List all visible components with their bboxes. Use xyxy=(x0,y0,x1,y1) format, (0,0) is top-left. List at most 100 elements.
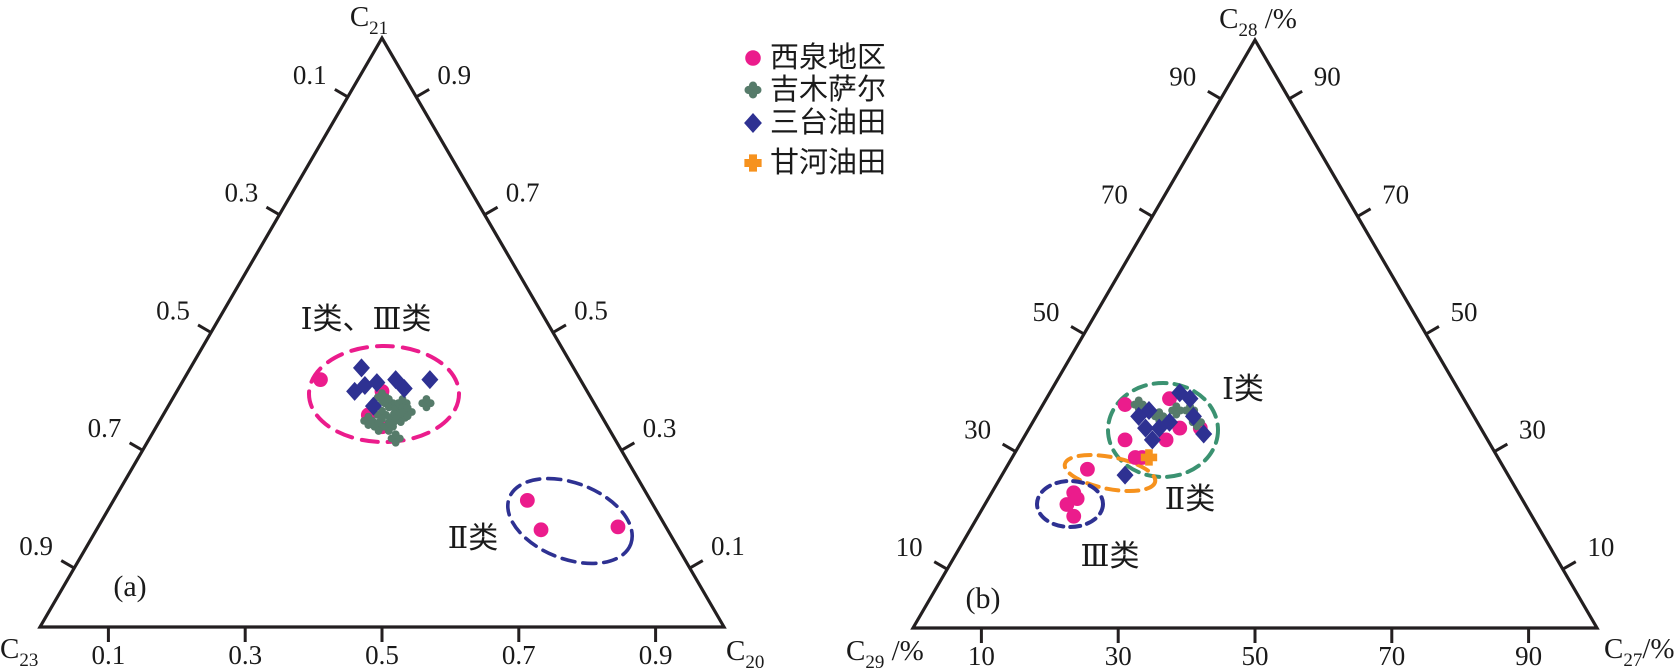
tick-label: 0.5 xyxy=(365,640,399,670)
tick-label: 0.3 xyxy=(224,178,258,208)
tick-label: 90 xyxy=(1314,62,1341,92)
marker-diamond xyxy=(352,358,370,378)
tick-mark xyxy=(552,323,567,334)
vertex-label: C20 xyxy=(726,635,764,671)
marker-circle xyxy=(1080,461,1095,477)
marker-diamond xyxy=(1195,424,1213,444)
group-label: Ⅱ类 xyxy=(1165,483,1215,516)
marker-plus xyxy=(1140,449,1158,466)
marker-diamond xyxy=(1143,430,1161,450)
tick-label: 0.9 xyxy=(19,531,53,561)
tick-label: 70 xyxy=(1382,179,1409,209)
tick-label: 0.9 xyxy=(437,60,471,90)
marker-clover xyxy=(1168,402,1185,419)
marker-clover xyxy=(399,403,416,421)
group-ellipse xyxy=(1035,479,1105,529)
marker-circle xyxy=(519,492,535,508)
tick-mark xyxy=(1288,89,1303,101)
tick-label: 10 xyxy=(968,641,995,671)
group-label: Ⅱ类 xyxy=(448,522,498,555)
tick-mark xyxy=(1070,325,1085,336)
marker-clover xyxy=(373,389,391,406)
tick-mark xyxy=(620,441,636,452)
group-ellipse xyxy=(1106,381,1220,479)
marker-circle xyxy=(1117,432,1133,448)
tick-label: 0.3 xyxy=(643,413,677,443)
tick-label: 0.1 xyxy=(92,640,126,670)
marker-diamond xyxy=(1161,412,1178,432)
tick-mark xyxy=(1425,325,1440,336)
marker-diamond xyxy=(368,373,386,393)
marker-diamond xyxy=(1130,406,1148,426)
tick-label: 90 xyxy=(1169,62,1196,92)
tick-label: 50 xyxy=(1451,297,1478,327)
tick-mark xyxy=(415,88,430,99)
panel-label: (a) xyxy=(113,570,146,603)
marker-clover xyxy=(380,395,397,412)
tick-label: 30 xyxy=(964,414,991,444)
marker-diamond xyxy=(421,370,439,390)
vertex-label: C28 /% xyxy=(1219,3,1297,41)
marker-clover xyxy=(380,418,397,435)
ternary-panel: 90 70 50 30 10 90 70 50 30 10 10 30 50 70 90 C28 /% C29 … xyxy=(846,3,1675,671)
vertex-label: C29 /% xyxy=(846,635,924,671)
tick-mark xyxy=(1138,207,1154,218)
tick-label: 0.7 xyxy=(88,413,122,443)
tick-mark xyxy=(1562,560,1577,571)
marker-clover xyxy=(360,412,377,429)
ternary-panel: 0.1 0.3 0.5 0.7 0.9 0.9 0.7 0.5 0.3 0.1 0.1 0.3 0.5 0… xyxy=(0,1,764,671)
tick-mark xyxy=(1207,89,1222,101)
triangle-outline xyxy=(910,36,1600,630)
marker-clover xyxy=(418,395,435,412)
group-label: Ⅰ类 xyxy=(1222,373,1264,406)
marker-diamond xyxy=(364,396,382,416)
marker-circle xyxy=(1158,432,1174,448)
vertex-label: C27/% xyxy=(1604,633,1675,671)
tick-mark xyxy=(689,559,704,570)
tick-mark xyxy=(265,205,281,216)
tick-mark xyxy=(933,560,948,571)
tick-mark xyxy=(197,323,212,334)
tick-label: 0.3 xyxy=(228,640,262,670)
tick-label: 0.1 xyxy=(293,60,327,90)
tick-mark xyxy=(483,205,499,216)
marker-clover xyxy=(387,430,404,447)
tick-label: 30 xyxy=(1519,414,1546,444)
tick-label: 30 xyxy=(1105,641,1132,671)
tick-label: 10 xyxy=(1587,532,1614,562)
tick-label: 70 xyxy=(1378,641,1405,671)
marker-circle xyxy=(1162,391,1177,407)
group-ellipse xyxy=(506,476,634,566)
marker-circle xyxy=(533,522,549,538)
vertex-label: C21 xyxy=(350,1,388,39)
marker-diamond xyxy=(1137,418,1155,438)
marker-circle xyxy=(1117,397,1133,412)
marker-diamond xyxy=(1181,389,1199,409)
marker-circle xyxy=(1172,420,1188,436)
marker-circle xyxy=(313,372,328,388)
marker-diamond xyxy=(1184,406,1202,426)
tick-mark xyxy=(128,441,144,452)
panel-label: (b) xyxy=(966,582,1001,615)
marker-circle xyxy=(1059,497,1075,512)
tick-mark xyxy=(1001,442,1017,453)
marker-diamond xyxy=(1116,465,1134,485)
vertex-label: C23 xyxy=(0,633,38,671)
tick-label: 0.1 xyxy=(711,531,745,561)
tick-label: 0.9 xyxy=(639,640,673,670)
marker-circle xyxy=(610,519,626,535)
marker-clover xyxy=(370,418,387,435)
tick-label: 50 xyxy=(1242,641,1269,671)
group-label: Ⅰ类、Ⅲ类 xyxy=(301,303,432,336)
tick-label: 0.7 xyxy=(502,640,536,670)
marker-diamond xyxy=(395,378,413,398)
tick-label: 90 xyxy=(1515,641,1542,671)
group-ellipse xyxy=(1062,453,1158,493)
group-ellipse xyxy=(307,344,461,444)
tick-label: 10 xyxy=(896,532,923,562)
marker-circle xyxy=(1066,508,1082,524)
tick-mark xyxy=(1356,207,1372,218)
tick-mark xyxy=(60,559,75,570)
tick-label: 70 xyxy=(1101,179,1128,209)
